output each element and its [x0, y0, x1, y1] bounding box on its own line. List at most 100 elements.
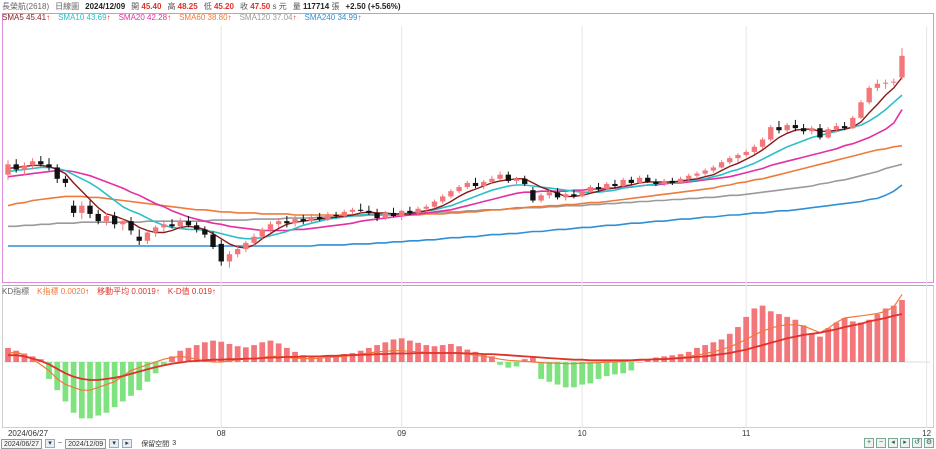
indicator-bar — [349, 352, 356, 362]
indicator-bar — [160, 362, 167, 365]
price-panel[interactable] — [2, 13, 934, 283]
candle-body — [333, 214, 339, 216]
candle-body — [604, 183, 610, 190]
indicator-bar — [456, 346, 462, 362]
candle-body — [79, 205, 85, 213]
indicator-bar — [718, 339, 725, 362]
candle-body — [751, 146, 758, 152]
indicator-legend-item: 移動平均 0.0019↑ — [97, 286, 160, 297]
indicator-legend-label: K指標 — [37, 287, 59, 296]
candle-body — [423, 206, 429, 209]
date-separator: ~ — [58, 440, 63, 447]
ma-legend-value: 43.69 — [86, 13, 107, 22]
pan-left-icon[interactable]: ◂ — [888, 438, 898, 448]
indicator-bar — [136, 362, 143, 391]
indicator-bar — [784, 316, 791, 362]
candle-body — [702, 170, 708, 174]
reset-icon[interactable]: ↺ — [912, 438, 922, 448]
indicator-bar — [382, 342, 389, 362]
up-arrow-icon: ↑ — [292, 13, 297, 22]
candle-body — [382, 212, 388, 219]
candle-body — [817, 128, 823, 138]
candle-body — [13, 164, 19, 170]
candle-body — [579, 191, 585, 197]
indicator-bar — [234, 346, 241, 362]
indicator-bar — [13, 350, 20, 362]
ma-legend-label: SMA5 — [2, 13, 24, 22]
ma-legend-item: SMA10 43.69↑ — [58, 13, 111, 25]
indicator-legend-item: K指標 0.0020↑ — [37, 286, 89, 297]
indicator-bar — [54, 362, 61, 391]
high-label: 高 — [167, 1, 176, 11]
up-arrow-icon: ↑ — [167, 13, 172, 22]
candle-body — [800, 128, 807, 132]
indicator-bar — [612, 362, 618, 375]
up-arrow-icon: ↑ — [46, 13, 51, 22]
ma-legend-value: 34.99 — [337, 13, 358, 22]
indicator-bar — [603, 362, 610, 377]
keep-space-value[interactable]: 3 — [172, 440, 177, 447]
indicator-bar — [283, 347, 290, 362]
indicator-bar — [95, 362, 102, 416]
candle-body — [645, 177, 651, 182]
candle-body — [358, 209, 364, 211]
zoom-in-icon[interactable]: + — [864, 438, 874, 448]
indicator-avg-line — [8, 313, 903, 381]
indicator-bar — [21, 353, 28, 362]
candle-body — [415, 208, 421, 213]
candle-body — [694, 173, 700, 176]
indicator-bar — [899, 300, 905, 362]
indicator-bar — [111, 362, 118, 408]
indicator-legend-value: 0.0019 — [131, 287, 156, 296]
candle-body — [612, 183, 618, 187]
candle-body — [710, 167, 717, 171]
candle-body — [431, 201, 438, 207]
calendar-from-icon[interactable]: ▾ — [45, 439, 56, 448]
candle-body — [743, 151, 749, 156]
apply-range-icon[interactable]: ▸ — [122, 439, 133, 448]
candle-body — [21, 165, 28, 170]
indicator-bar — [103, 362, 110, 413]
candle-body — [54, 167, 60, 179]
quote-bar: 長榮航(2618) 日線圖 2024/12/09 開 45.40 高 48.25… — [0, 0, 936, 12]
ma-legend-label: SMA10 — [58, 13, 85, 22]
candle-body — [825, 129, 831, 138]
candle-body — [210, 234, 216, 247]
candle-body — [407, 210, 413, 213]
candle-body — [571, 194, 577, 197]
open-label: 開 — [131, 1, 140, 11]
indicator-bar — [858, 322, 864, 362]
candle-body — [226, 254, 233, 262]
up-arrow-icon: ↑ — [106, 13, 111, 22]
candle-body — [850, 117, 856, 129]
calendar-to-icon[interactable]: ▾ — [109, 439, 120, 448]
indicator-panel[interactable] — [2, 285, 934, 428]
indicator-bar — [636, 362, 643, 363]
candle-body — [809, 128, 815, 132]
pan-right-icon[interactable]: ▸ — [900, 438, 910, 448]
candle-body — [292, 219, 298, 224]
candle-body — [481, 181, 487, 187]
candle-body — [841, 126, 848, 129]
indicator-bar — [242, 347, 249, 362]
candle-body — [776, 127, 782, 131]
x-tick-label: 08 — [216, 429, 226, 438]
candle-body — [587, 187, 593, 192]
up-arrow-icon: ↑ — [155, 287, 160, 296]
settings-icon[interactable]: ⚙ — [924, 438, 934, 448]
indicator-bar — [489, 356, 495, 362]
candle-body — [858, 102, 864, 118]
zoom-out-icon[interactable]: − — [876, 438, 886, 448]
x-tick-label: 11 — [742, 429, 751, 438]
from-date-field[interactable]: 2024/06/27 — [1, 438, 43, 449]
candle-body — [144, 232, 151, 241]
indicator-bar — [792, 319, 799, 362]
candle-body — [636, 177, 643, 183]
quote-date: 2024/12/09 — [85, 1, 126, 11]
to-date-field[interactable]: 2024/12/09 — [65, 438, 107, 449]
volume-unit: 張 — [331, 1, 340, 11]
candle-body — [759, 139, 766, 147]
close-label: 收 — [239, 1, 248, 11]
indicator-bar — [185, 347, 192, 362]
candle-body — [300, 219, 306, 222]
